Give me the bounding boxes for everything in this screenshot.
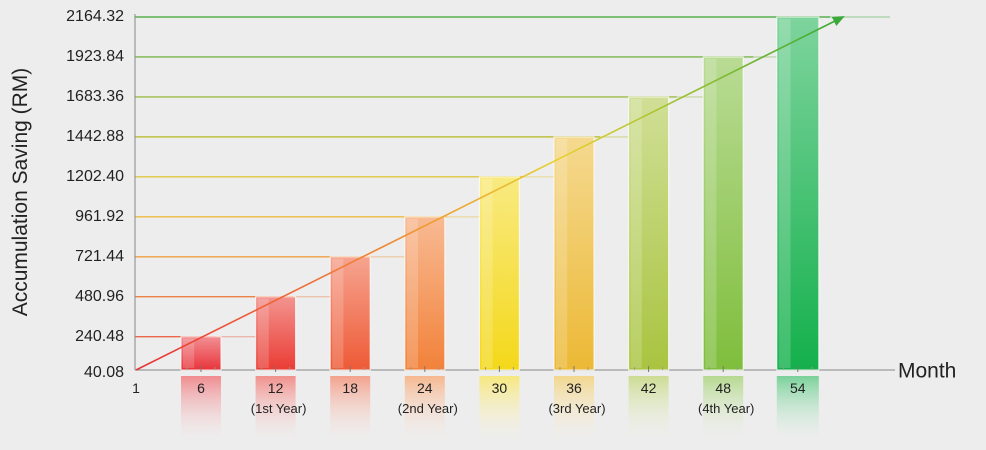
bar <box>627 96 670 371</box>
x-axis-start-label: 1 <box>132 380 140 396</box>
bar-highlight <box>556 138 568 368</box>
bar-highlight <box>630 98 642 368</box>
x-tick-labels: 6 12 (1st Year) 18 24 (2nd Year) 30 36 (3rd Year… <box>197 380 806 416</box>
y-tick-label: 2164.32 <box>66 8 124 25</box>
x-tick-sublabel: (4th Year) <box>698 401 754 416</box>
x-tick-label: 24 <box>417 380 433 396</box>
bar <box>478 176 520 371</box>
trend-arrow-line <box>135 16 845 371</box>
bar-highlight <box>406 218 418 368</box>
y-tick-label: 1202.40 <box>66 168 124 185</box>
bar-reflection <box>703 376 744 440</box>
bar-reflection <box>628 376 669 440</box>
y-tick-label: 1923.84 <box>66 48 124 65</box>
trend-arrow <box>135 16 845 371</box>
x-axis-label: Month <box>898 360 956 383</box>
x-tick-sublabel: (2nd Year) <box>398 401 458 416</box>
x-tick-label: 36 <box>566 380 582 396</box>
bar-reflection <box>330 376 371 440</box>
x-tick-label: 42 <box>641 380 657 396</box>
bar-highlight <box>183 338 195 368</box>
bar <box>776 16 820 371</box>
x-tick-sublabel: (3rd Year) <box>548 401 605 416</box>
bar-reflection <box>554 376 594 440</box>
x-ticks <box>186 366 813 372</box>
x-tick-label: 12 <box>268 380 284 396</box>
y-tick-label: 1683.36 <box>66 88 124 105</box>
bar <box>255 296 297 371</box>
bar-highlight <box>257 298 269 368</box>
x-tick-label: 18 <box>342 380 358 396</box>
y-tick-label: 240.48 <box>75 328 124 345</box>
y-tick-label: 961.92 <box>75 208 124 225</box>
x-tick-label: 6 <box>197 380 205 396</box>
x-tick-label: 54 <box>790 380 806 396</box>
bar-reflection <box>255 376 296 440</box>
x-tick-sublabel: (1st Year) <box>251 401 307 416</box>
bars <box>180 16 820 371</box>
bar-reflection <box>479 376 520 440</box>
bar-reflections <box>181 376 819 440</box>
x-tick-label: 30 <box>492 380 508 396</box>
y-tick-label: 40.08 <box>84 364 124 381</box>
bar-highlight <box>332 258 344 368</box>
bar-reflection <box>776 376 819 440</box>
bar-highlight <box>705 58 717 368</box>
bar-reflection <box>404 376 445 440</box>
bar <box>329 256 371 371</box>
y-tick-labels: 40.08 240.48 480.96 721.44 961.92 1202.40 1442… <box>66 8 124 381</box>
bar-reflection <box>181 376 221 440</box>
bar <box>702 56 744 371</box>
y-tick-label: 480.96 <box>75 288 124 305</box>
bar-highlight <box>778 19 791 368</box>
x-tick-label: 48 <box>715 380 731 396</box>
bar <box>553 136 595 371</box>
bar <box>180 336 222 371</box>
y-axis-label: Accumulation Saving (RM) <box>9 68 32 317</box>
y-tick-label: 721.44 <box>75 248 124 265</box>
bar-highlight <box>481 178 493 368</box>
y-tick-label: 1442.88 <box>66 128 124 145</box>
